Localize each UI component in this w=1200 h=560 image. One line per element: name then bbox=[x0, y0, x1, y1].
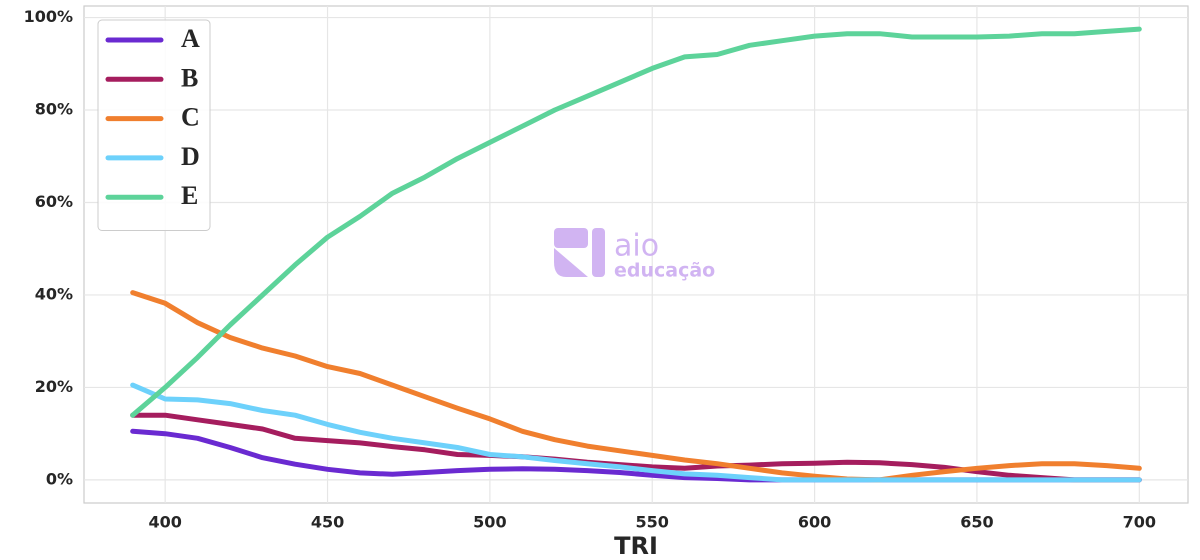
watermark-logo bbox=[592, 228, 605, 277]
legend-label: B bbox=[181, 63, 198, 92]
x-tick-label: 550 bbox=[636, 513, 669, 532]
watermark-text: aio bbox=[614, 229, 659, 264]
x-tick-label: 400 bbox=[148, 513, 181, 532]
watermark: aio educação bbox=[554, 228, 715, 282]
series-line bbox=[130, 290, 1142, 483]
x-tick-label: 700 bbox=[1123, 513, 1156, 532]
y-tick-label: 0% bbox=[46, 469, 73, 488]
y-tick-label: 20% bbox=[35, 377, 73, 396]
x-tick-label: 500 bbox=[473, 513, 506, 532]
y-tick-label: 40% bbox=[35, 284, 73, 303]
y-tick-label: 80% bbox=[35, 100, 73, 119]
watermark-text: educação bbox=[614, 260, 715, 282]
y-tick-label: 60% bbox=[35, 192, 73, 211]
legend-label: D bbox=[181, 142, 200, 171]
x-tick-label: 450 bbox=[311, 513, 344, 532]
legend-label: C bbox=[181, 103, 200, 132]
x-axis-label: TRI bbox=[614, 532, 658, 560]
legend-label: A bbox=[181, 24, 200, 53]
x-tick-label: 650 bbox=[960, 513, 993, 532]
series-line bbox=[130, 26, 1142, 418]
watermark-logo bbox=[554, 248, 588, 277]
x-tick-label: 600 bbox=[798, 513, 831, 532]
series-line bbox=[130, 382, 1142, 483]
legend-box bbox=[97, 19, 211, 231]
watermark-logo bbox=[554, 228, 588, 248]
y-tick-label: 100% bbox=[24, 7, 73, 26]
legend-label: E bbox=[181, 181, 198, 210]
plot-area bbox=[83, 5, 1189, 504]
